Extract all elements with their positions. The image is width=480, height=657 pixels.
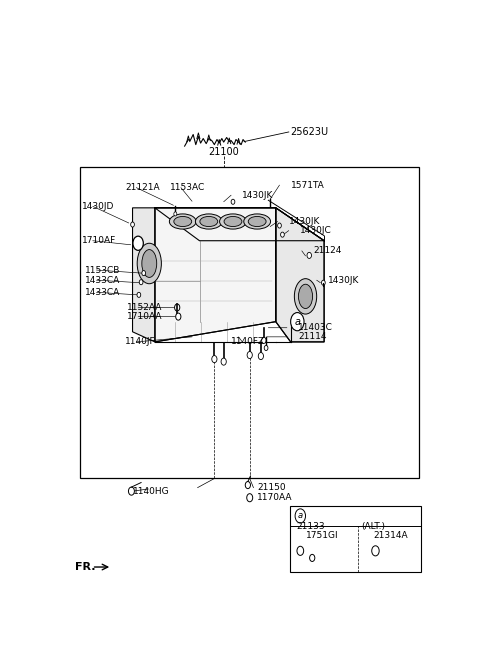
Polygon shape <box>276 208 324 342</box>
Text: 1751GI: 1751GI <box>305 531 338 539</box>
Ellipse shape <box>294 279 317 314</box>
Circle shape <box>133 236 144 250</box>
Text: FR.: FR. <box>75 562 96 572</box>
Text: 1170AA: 1170AA <box>257 493 293 502</box>
Ellipse shape <box>219 214 246 229</box>
Circle shape <box>281 232 284 237</box>
Text: 1430JK: 1430JK <box>328 276 359 284</box>
Circle shape <box>277 223 281 228</box>
Text: a: a <box>294 317 300 327</box>
Circle shape <box>372 546 379 556</box>
Bar <box>81 168 419 478</box>
Circle shape <box>290 313 304 330</box>
Text: 25623U: 25623U <box>290 127 329 137</box>
Ellipse shape <box>224 216 242 227</box>
Text: 21100: 21100 <box>208 147 239 157</box>
Text: 1430JD: 1430JD <box>82 202 114 211</box>
Circle shape <box>264 346 268 350</box>
Text: 1433CA: 1433CA <box>85 288 120 297</box>
Text: 1152AA: 1152AA <box>127 303 162 312</box>
Circle shape <box>307 252 312 258</box>
Text: 21114: 21114 <box>298 332 326 342</box>
Text: 1140HG: 1140HG <box>132 487 169 495</box>
Circle shape <box>129 487 134 495</box>
Text: 11403C: 11403C <box>298 323 333 332</box>
Circle shape <box>221 358 226 365</box>
Text: 21121A: 21121A <box>125 183 160 192</box>
Circle shape <box>137 292 141 298</box>
Circle shape <box>262 337 266 344</box>
Circle shape <box>247 351 252 359</box>
Text: 21124: 21124 <box>313 246 341 256</box>
Circle shape <box>212 355 217 363</box>
Circle shape <box>175 304 180 311</box>
Text: 1140JF: 1140JF <box>125 338 156 346</box>
Circle shape <box>297 546 304 555</box>
Text: 21133: 21133 <box>296 522 325 531</box>
Text: 1430JK: 1430JK <box>289 217 320 226</box>
Ellipse shape <box>137 243 161 284</box>
Circle shape <box>176 313 181 320</box>
Text: 1710AF: 1710AF <box>82 237 116 245</box>
Bar <box>290 507 421 572</box>
Circle shape <box>131 222 134 227</box>
Circle shape <box>295 509 306 523</box>
Ellipse shape <box>195 214 222 229</box>
Circle shape <box>310 555 315 562</box>
Text: 1140FZ: 1140FZ <box>231 338 265 346</box>
Circle shape <box>142 271 145 276</box>
Circle shape <box>231 199 235 204</box>
Polygon shape <box>155 208 276 342</box>
Text: 21150: 21150 <box>257 483 286 492</box>
Text: 1433CA: 1433CA <box>85 276 120 284</box>
Text: 1571TA: 1571TA <box>290 181 324 190</box>
Circle shape <box>322 280 325 285</box>
Ellipse shape <box>169 214 196 229</box>
Ellipse shape <box>248 216 266 227</box>
Text: 1430JK: 1430JK <box>242 191 274 200</box>
Text: (ALT.): (ALT.) <box>361 522 385 531</box>
Ellipse shape <box>244 214 271 229</box>
Text: 1153CB: 1153CB <box>85 265 120 275</box>
Ellipse shape <box>142 250 157 277</box>
Circle shape <box>174 212 177 216</box>
Text: 1430JC: 1430JC <box>300 226 332 235</box>
Text: a: a <box>298 511 303 520</box>
Circle shape <box>258 353 264 359</box>
Circle shape <box>245 482 251 489</box>
Text: 1153AC: 1153AC <box>170 183 205 192</box>
Ellipse shape <box>299 284 312 309</box>
Text: 1710AA: 1710AA <box>127 312 162 321</box>
Circle shape <box>247 493 252 502</box>
Ellipse shape <box>174 216 192 227</box>
Text: 21314A: 21314A <box>373 531 408 539</box>
Polygon shape <box>132 208 155 342</box>
Circle shape <box>139 280 143 284</box>
Polygon shape <box>155 208 324 240</box>
Ellipse shape <box>200 216 218 227</box>
